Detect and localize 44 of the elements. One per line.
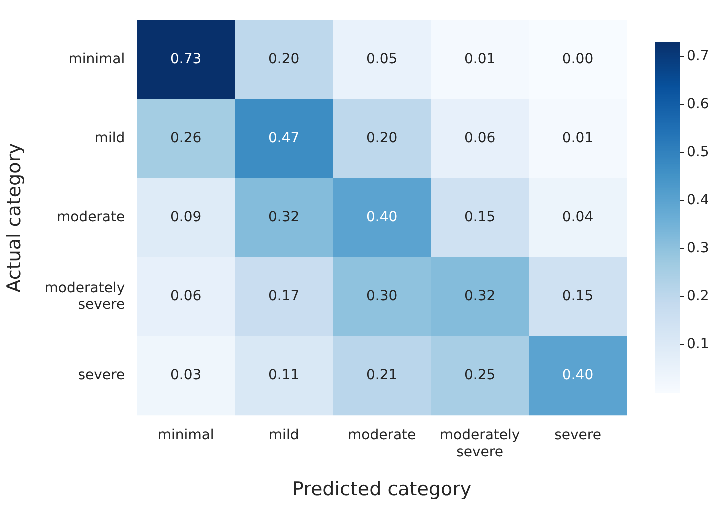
data-label: 0.06 [464, 130, 496, 147]
data-label: 0.25 [464, 368, 496, 384]
data-label: 0.17 [268, 288, 300, 305]
data-label: 0.30 [366, 288, 398, 305]
data-label: 0.06 [170, 288, 202, 305]
y-tick-label: minimal [68, 52, 126, 68]
data-label: 0.32 [268, 210, 300, 226]
color-bar-label: 0.7 [687, 48, 710, 64]
color-bar-label: 0.1 [687, 336, 710, 352]
data-label: 0.01 [562, 130, 594, 147]
data-label: 0.40 [562, 368, 594, 384]
data-label: 0.20 [268, 52, 300, 68]
x-tick-label: mild [268, 428, 300, 444]
data-label: 0.03 [170, 368, 202, 384]
data-label: 0.15 [562, 288, 594, 305]
color-bar-label: 0.3 [687, 240, 710, 256]
y-tick-label: severe [78, 368, 126, 384]
color-bar-label: 0.5 [687, 144, 710, 160]
x-tick-label: moderately severe [440, 428, 520, 460]
x-tick-label: severe [554, 428, 602, 444]
data-label: 0.47 [268, 130, 300, 147]
data-label: 0.05 [366, 52, 398, 68]
data-label: 0.11 [268, 368, 300, 384]
color-bar-label: 0.2 [687, 288, 710, 304]
y-axis-title: Actual category [3, 143, 26, 293]
color-bar-label: 0.4 [687, 192, 710, 208]
data-label: 0.32 [464, 288, 496, 305]
x-axis-title: Predicted category [292, 478, 472, 501]
color-bar-label: 0.6 [687, 96, 710, 112]
data-label: 0.40 [366, 210, 398, 226]
data-label: 0.20 [366, 130, 398, 147]
y-tick-label: moderately severe [44, 280, 126, 314]
data-label: 0.01 [464, 52, 496, 68]
y-tick-label: moderate [56, 210, 126, 226]
data-label: 0.15 [464, 210, 496, 226]
data-label: 0.26 [170, 130, 202, 147]
data-label: 0.21 [366, 368, 398, 384]
x-tick-label: minimal [158, 428, 214, 444]
data-label: 0.04 [562, 210, 594, 226]
y-tick-label: mild [94, 130, 126, 147]
data-label: 0.73 [170, 52, 202, 68]
data-label: 0.09 [170, 210, 202, 226]
data-label: 0.00 [562, 52, 594, 68]
x-tick-label: moderate [348, 428, 416, 444]
